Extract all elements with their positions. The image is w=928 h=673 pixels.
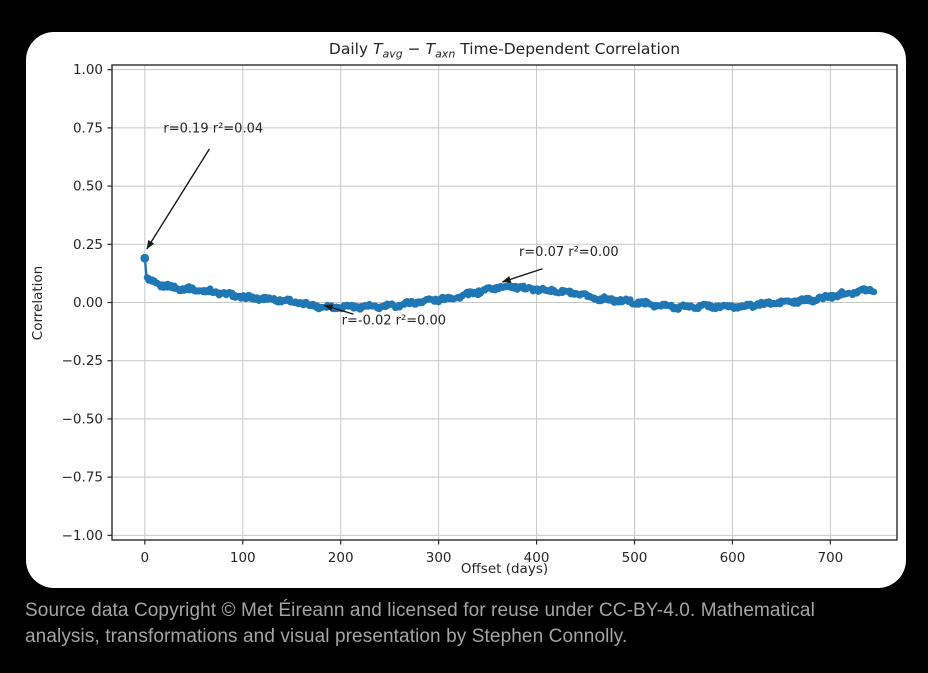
caption: Source data Copyright © Met Éireann and … <box>25 598 920 650</box>
correlation-chart: 0 100 200 300 400 500 600 700 1.00 0.75 0.50 0.25 0… <box>30 40 898 577</box>
svg-text:700: 700 <box>818 550 844 566</box>
y-axis-label: Correlation <box>30 266 46 340</box>
svg-text:0.75: 0.75 <box>73 120 103 136</box>
svg-text:100: 100 <box>230 550 256 566</box>
svg-text:−1.00: −1.00 <box>62 528 103 544</box>
svg-text:300: 300 <box>426 550 452 566</box>
svg-text:1.00: 1.00 <box>73 62 103 78</box>
chart-card: 0 100 200 300 400 500 600 700 1.00 0.75 0.50 0.25 0… <box>26 32 906 588</box>
svg-text:600: 600 <box>720 550 746 566</box>
caption-line-2: analysis, transformations and visual pre… <box>25 626 628 647</box>
svg-text:−0.50: −0.50 <box>62 411 103 427</box>
svg-text:0.00: 0.00 <box>73 295 103 311</box>
svg-text:r=-0.02 r²=0.00: r=-0.02 r²=0.00 <box>342 314 446 329</box>
svg-text:−0.25: −0.25 <box>62 353 103 369</box>
svg-text:r=0.19 r²=0.04: r=0.19 r²=0.04 <box>163 122 263 137</box>
annotations: r=0.19 r²=0.04 r=-0.02 r²=0.00 r=0.07 r²=0… <box>146 122 619 329</box>
svg-text:r=0.07 r²=0.00: r=0.07 r²=0.00 <box>519 245 619 260</box>
svg-text:−0.75: −0.75 <box>62 470 103 486</box>
x-axis-label: Offset (days) <box>461 561 548 577</box>
svg-text:500: 500 <box>622 550 648 566</box>
svg-text:0.50: 0.50 <box>73 179 103 195</box>
chart-title: Daily Tavg − Taxn Time-Dependent Correla… <box>329 40 680 61</box>
x-axis-ticks: 0 100 200 300 400 500 600 700 <box>141 540 844 566</box>
svg-text:0.25: 0.25 <box>73 237 103 253</box>
svg-text:400: 400 <box>524 550 550 566</box>
caption-line-1: Source data Copyright © Met Éireann and … <box>25 600 815 621</box>
svg-text:200: 200 <box>328 550 354 566</box>
first-point-marker <box>140 253 150 280</box>
data-series-band <box>143 274 878 313</box>
svg-text:0: 0 <box>141 550 150 566</box>
y-axis-ticks: 1.00 0.75 0.50 0.25 0.00 −0.25 −0.50 −0.75 −1.00 <box>62 62 112 544</box>
